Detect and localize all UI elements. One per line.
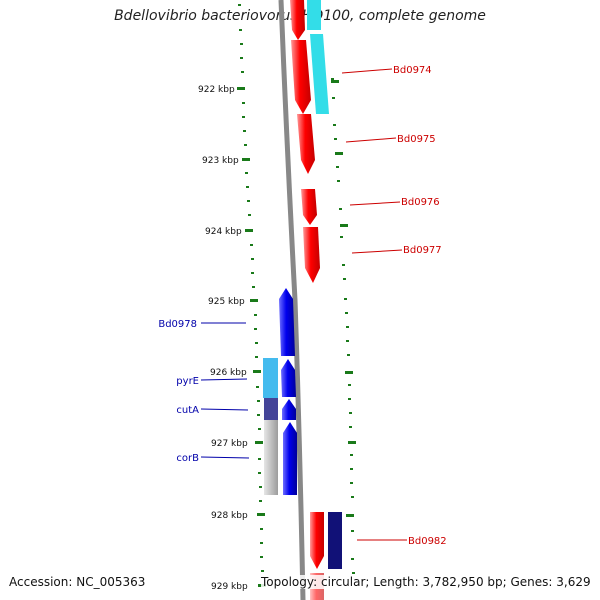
- scale-label-922: 922 kbp: [198, 85, 235, 95]
- scale-label-929: 929 kbp: [211, 582, 248, 592]
- forward-genes: [290, 0, 324, 600]
- gene-label-bd0974[interactable]: Bd0974: [393, 65, 432, 76]
- cyan-feature-bd0974: [310, 34, 329, 114]
- scale-ticks: 922 kbp 923 kbp 924 kbp 925 kbp 926 kbp …: [198, 85, 266, 592]
- gene-label-pyre[interactable]: pyrE: [176, 376, 199, 387]
- scale-label-925: 925 kbp: [208, 297, 245, 307]
- forward-track-dots: [331, 78, 355, 574]
- scale-label-926: 926 kbp: [210, 368, 247, 378]
- scale-label-928: 928 kbp: [211, 511, 248, 521]
- genome-backbone: [278, 0, 306, 600]
- gene-arrow-corb: [283, 422, 297, 495]
- reverse-genes: [279, 288, 297, 495]
- reverse-track-dots: [238, 4, 264, 572]
- scale-tick-927: [255, 441, 263, 444]
- reverse-feature-blocks: [263, 358, 278, 495]
- scale-tick-922: [237, 87, 245, 90]
- gene-arrow-bd0982: [310, 512, 324, 569]
- scale-tick-925: [250, 299, 258, 302]
- gene-label-corb[interactable]: corB: [176, 453, 199, 464]
- light-blue-feature-pyre: [263, 358, 278, 398]
- accession-label: Accession: NC_005363: [9, 575, 146, 589]
- forward-track-major-ticks: [331, 80, 356, 517]
- gene-arrow-top-partial: [290, 0, 305, 40]
- scale-tick-923: [242, 158, 250, 161]
- gene-label-bd0977[interactable]: Bd0977: [403, 245, 442, 256]
- gray-feature-corb: [264, 420, 278, 495]
- label-connectors: [200, 68, 407, 541]
- gene-label-cuta[interactable]: cutA: [176, 405, 199, 416]
- forward-feature-blocks: [307, 0, 342, 569]
- topology-label: Topology: circular; Length: 3,782,950 bp…: [261, 575, 591, 589]
- gene-labels: Bd0974 Bd0975 Bd0976 Bd0977 Bd0982 Bd097…: [158, 65, 446, 547]
- scale-label-924: 924 kbp: [205, 227, 242, 237]
- scale-tick-924: [245, 229, 253, 232]
- gene-arrow-bd0978: [279, 288, 295, 356]
- gene-arrow-bd0974: [291, 40, 311, 114]
- scale-label-927: 927 kbp: [211, 439, 248, 449]
- gene-arrow-bd0976: [301, 189, 317, 225]
- gene-arrow-cuta: [282, 399, 296, 420]
- gene-label-bd0978[interactable]: Bd0978: [158, 319, 197, 330]
- scale-tick-926: [253, 370, 261, 373]
- gene-arrow-bd0975: [297, 114, 315, 174]
- scale-tick-928: [257, 513, 265, 516]
- scale-label-923: 923 kbp: [202, 156, 239, 166]
- gene-arrow-bd0977: [303, 227, 320, 283]
- gene-label-bd0975[interactable]: Bd0975: [397, 134, 436, 145]
- gene-label-bd0976[interactable]: Bd0976: [401, 197, 440, 208]
- gene-arrow-pyre: [281, 359, 296, 397]
- dark-blue-feature-cuta: [264, 398, 278, 420]
- gene-label-bd0982[interactable]: Bd0982: [408, 536, 447, 547]
- cyan-feature-top: [307, 0, 321, 30]
- navy-feature-bd0982: [328, 512, 342, 569]
